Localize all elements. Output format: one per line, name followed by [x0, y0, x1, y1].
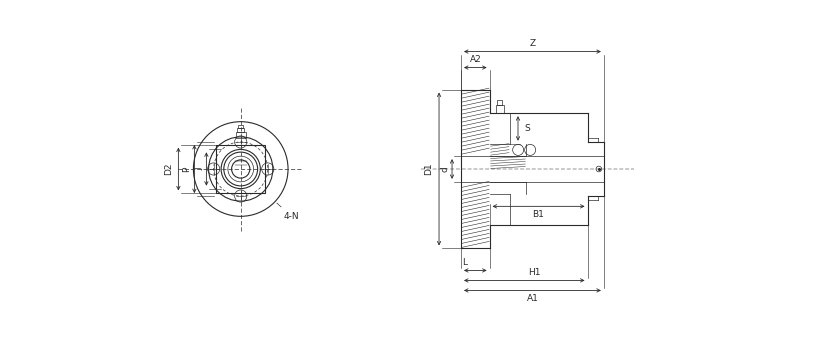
Bar: [496, 105, 503, 113]
Text: d: d: [441, 166, 450, 172]
Text: 4-N: 4-N: [277, 203, 299, 221]
Text: L: L: [463, 258, 468, 267]
Text: A2: A2: [469, 55, 481, 64]
Text: P: P: [182, 166, 191, 172]
Bar: [497, 100, 503, 105]
Bar: [236, 132, 246, 138]
Text: B1: B1: [533, 210, 544, 219]
Bar: [216, 145, 265, 193]
Text: J: J: [195, 168, 204, 170]
Text: H1: H1: [528, 268, 540, 277]
Text: Z: Z: [530, 39, 535, 48]
Text: A1: A1: [526, 294, 539, 303]
Text: D2: D2: [164, 163, 173, 175]
Text: S: S: [524, 124, 530, 133]
Bar: [237, 128, 244, 132]
Bar: [238, 125, 243, 128]
Text: D1: D1: [424, 163, 433, 175]
